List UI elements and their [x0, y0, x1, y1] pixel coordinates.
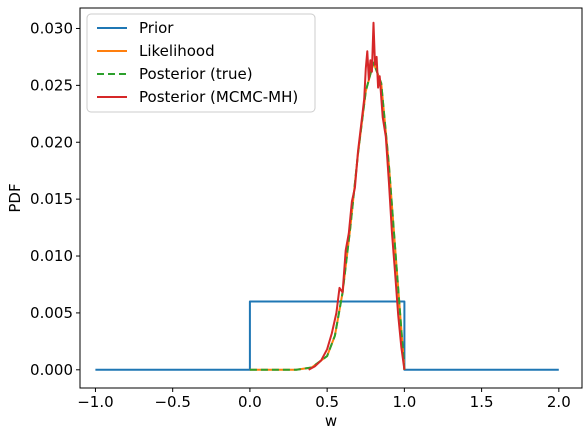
series-layer	[95, 21, 559, 371]
plot-frame	[79, 7, 583, 389]
y-tick-label: 0.005	[30, 304, 73, 322]
y-tick-label: 0.000	[30, 361, 73, 379]
x-axis-label: w	[325, 412, 337, 430]
x-tick-label: −0.5	[154, 393, 190, 411]
legend-box	[86, 13, 316, 113]
legend: Prior Likelihood Posterior (true) Posterior…	[86, 13, 316, 113]
y-axis: 0.000 0.005 0.010 0.015 0.020 0.025 0.030	[30, 19, 80, 379]
legend-label: Posterior (true)	[139, 65, 253, 83]
legend-label: Prior	[139, 19, 174, 37]
x-tick-label: 0.0	[238, 393, 262, 411]
y-tick-label: 0.015	[30, 190, 73, 208]
series-line-prior	[95, 300, 559, 371]
x-tick-label: 1.5	[470, 393, 494, 411]
x-tick-label: 1.0	[392, 393, 416, 411]
y-axis-label: PDF	[6, 183, 24, 212]
x-axis: −1.0 −0.5 0.0 0.5 1.0 1.5 2.0	[77, 388, 571, 411]
legend-label: Posterior (MCMC-MH)	[139, 88, 298, 106]
series-line-posterior-mcmc-mh	[308, 21, 406, 371]
y-tick-label: 0.030	[30, 19, 73, 37]
x-tick-label: 0.5	[315, 393, 339, 411]
x-tick-label: −1.0	[77, 393, 113, 411]
y-tick-label: 0.025	[30, 76, 73, 94]
y-tick-label: 0.020	[30, 133, 73, 151]
legend-label: Likelihood	[139, 42, 215, 60]
x-tick-label: 2.0	[547, 393, 571, 411]
y-tick-label: 0.010	[30, 247, 73, 265]
